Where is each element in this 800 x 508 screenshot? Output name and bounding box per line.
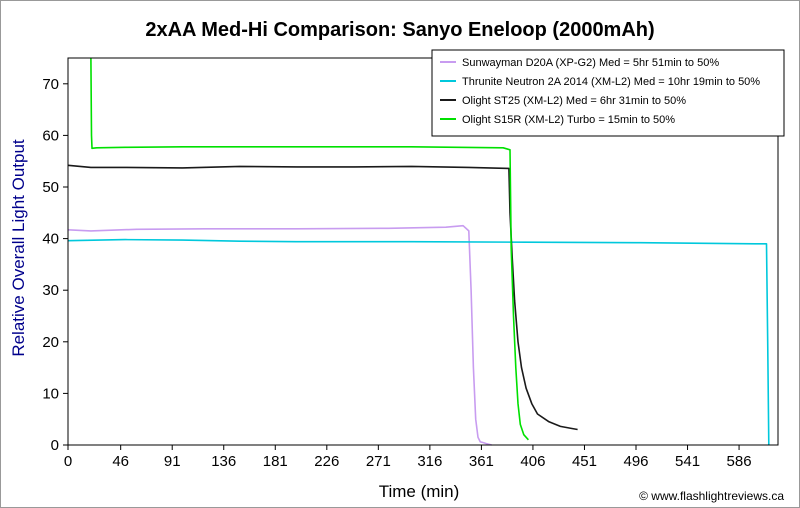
legend-entry: Olight S15R (XM-L2) Turbo = 15min to 50%: [462, 114, 675, 126]
x-tick-label: 451: [572, 453, 597, 470]
series-layer: [67, 57, 770, 446]
y-tick-label: 40: [42, 231, 59, 248]
x-tick-label: 541: [675, 453, 700, 470]
axes-layer: 0 46 91 136 181 226 271 316 361 406 451 496 541 586 0 1…: [42, 57, 779, 470]
x-tick-label: 316: [417, 453, 442, 470]
y-tick-label: 20: [42, 334, 59, 351]
x-tick-label: 586: [727, 453, 752, 470]
x-tick-label: 406: [520, 453, 545, 470]
x-axis-label: Time (min): [379, 482, 460, 501]
x-tick-label: 361: [469, 453, 494, 470]
x-tick-label: 91: [164, 453, 181, 470]
y-tick-label: 70: [42, 76, 59, 93]
x-tick-label: 46: [112, 453, 129, 470]
credit-text: © www.flashlightreviews.ca: [639, 489, 784, 503]
y-tick-label: 30: [42, 282, 59, 299]
chart-title: 2xAA Med-Hi Comparison: Sanyo Eneloop (2…: [145, 19, 654, 41]
x-tick-label: 226: [314, 453, 339, 470]
legend-box: [431, 49, 785, 137]
y-tick-label: 0: [51, 437, 59, 454]
x-tick-label: 0: [64, 453, 72, 470]
legend-entry: Thrunite Neutron 2A 2014 (XM-L2) Med = 1…: [462, 76, 760, 88]
legend: Sunwayman D20A (XP-G2) Med = 5hr 51min t…: [431, 49, 785, 137]
series-line-4: [90, 57, 529, 441]
legend-entry: Olight ST25 (XM-L2) Med = 6hr 31min to 5…: [462, 95, 686, 107]
y-tick-label: 10: [42, 385, 59, 402]
series-line-2: [67, 238, 770, 446]
x-tick-label: 181: [263, 453, 288, 470]
y-tick-label: 50: [42, 179, 59, 196]
x-tick-label: 496: [623, 453, 648, 470]
x-tick-label: 136: [211, 453, 236, 470]
legend-entry: Sunwayman D20A (XP-G2) Med = 5hr 51min t…: [462, 57, 719, 69]
plot-border: [67, 57, 779, 446]
x-tick-label: 271: [366, 453, 391, 470]
y-tick-label: 60: [42, 127, 59, 144]
y-axis-label: Relative Overall Light Output: [9, 139, 28, 357]
series-line-1: [67, 224, 492, 446]
